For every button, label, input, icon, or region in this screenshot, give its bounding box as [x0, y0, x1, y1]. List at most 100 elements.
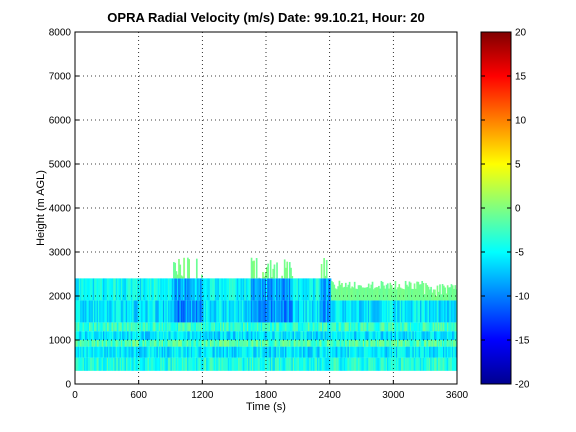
heatmap-cell [243, 346, 245, 358]
heatmap-cell [83, 357, 86, 371]
heatmap-cell [105, 322, 108, 332]
heatmap-cell [221, 340, 224, 347]
heatmap-cell [332, 340, 334, 347]
heatmap-cell [109, 322, 112, 332]
heatmap-cell [319, 331, 322, 340]
heatmap-cell [202, 322, 204, 332]
heatmap-cell [453, 346, 455, 358]
heatmap-cell [156, 278, 159, 301]
heatmap-cell [90, 357, 92, 371]
heatmap-cell [296, 340, 299, 347]
heatmap-cell [251, 261, 254, 279]
heatmap-cell [183, 357, 185, 371]
heatmap-cell [147, 357, 150, 371]
heatmap-cell [162, 331, 165, 340]
heatmap-cell [414, 340, 417, 347]
heatmap-cell [195, 258, 198, 279]
heatmap-cell [243, 357, 245, 371]
heatmap-cell [81, 322, 84, 332]
heatmap-cell [413, 340, 416, 347]
heatmap-cell [236, 278, 239, 301]
heatmap-cell [388, 340, 390, 347]
heatmap-cell [422, 357, 425, 371]
heatmap-cell [76, 357, 78, 371]
heatmap-cell [198, 340, 201, 347]
heatmap-cell [271, 278, 273, 301]
heatmap-cell [127, 357, 129, 371]
heatmap-cell [109, 278, 112, 301]
heatmap-cell [223, 322, 226, 332]
heatmap-cell [271, 300, 273, 323]
heatmap-cell [143, 331, 146, 340]
heatmap-cell [157, 300, 160, 323]
heatmap-cell [192, 340, 194, 347]
heatmap-cell [393, 331, 395, 340]
heatmap-cell [262, 331, 264, 340]
heatmap-cell [427, 346, 430, 358]
heatmap-cell [111, 322, 114, 332]
heatmap-cell [274, 340, 277, 347]
heatmap-cell [165, 340, 168, 347]
heatmap-cell [179, 278, 182, 301]
heatmap-cell [362, 322, 365, 332]
heatmap-cell [371, 340, 374, 347]
heatmap-cell [181, 276, 184, 279]
heatmap-cell [271, 277, 273, 279]
heatmap-cell [418, 322, 421, 332]
heatmap-cell [301, 357, 304, 371]
heatmap-cell [318, 278, 320, 301]
heatmap-cell [91, 322, 94, 332]
heatmap-cell [255, 357, 258, 371]
heatmap-cell [334, 340, 337, 347]
heatmap-cell [420, 331, 422, 340]
heatmap-cell [239, 278, 241, 301]
heatmap-cell [151, 357, 154, 371]
heatmap-cell [315, 322, 318, 332]
heatmap-cell [257, 300, 259, 323]
heatmap-cell [220, 357, 222, 371]
heatmap-cell [440, 300, 443, 323]
heatmap-cell [367, 331, 370, 340]
heatmap-cell [232, 346, 235, 358]
heatmap-cell [315, 340, 318, 347]
heatmap-cell [291, 331, 294, 340]
heatmap-cell [269, 278, 272, 301]
heatmap-cell [175, 271, 178, 279]
heatmap-cell [237, 340, 240, 347]
heatmap-cell [404, 280, 407, 301]
heatmap-cell [132, 340, 134, 347]
heatmap-cell [315, 300, 318, 323]
heatmap-cell [454, 331, 457, 340]
heatmap-cell [122, 340, 124, 347]
heatmap-cell [272, 346, 275, 358]
heatmap-cell [195, 278, 198, 301]
heatmap-cell [389, 282, 392, 301]
heatmap-cell [110, 300, 113, 323]
heatmap-cell [263, 331, 266, 340]
heatmap-cell [343, 322, 346, 332]
heatmap-cell [117, 331, 119, 340]
heatmap-cell [305, 300, 308, 323]
heatmap-cell [432, 346, 435, 358]
heatmap-cell [425, 340, 427, 347]
heatmap-cell [253, 260, 255, 279]
heatmap-cell [251, 357, 254, 371]
heatmap-cell [266, 340, 268, 347]
heatmap-cell [388, 300, 390, 323]
heatmap-cell [325, 357, 328, 371]
heatmap-cell [295, 300, 297, 323]
heatmap-cell [316, 278, 319, 301]
heatmap-cell [313, 322, 315, 332]
heatmap-cell [322, 278, 324, 301]
heatmap-cell [286, 261, 289, 279]
heatmap-cell [236, 357, 239, 371]
heatmap-cell [341, 300, 343, 323]
heatmap-cell [260, 346, 263, 358]
heatmap-cell [193, 357, 196, 371]
heatmap-cell [139, 357, 142, 371]
heatmap-cell [356, 346, 359, 358]
heatmap-cell [190, 357, 193, 371]
heatmap-cell [403, 340, 406, 347]
heatmap-cell [272, 300, 275, 323]
heatmap-cell [403, 322, 406, 332]
